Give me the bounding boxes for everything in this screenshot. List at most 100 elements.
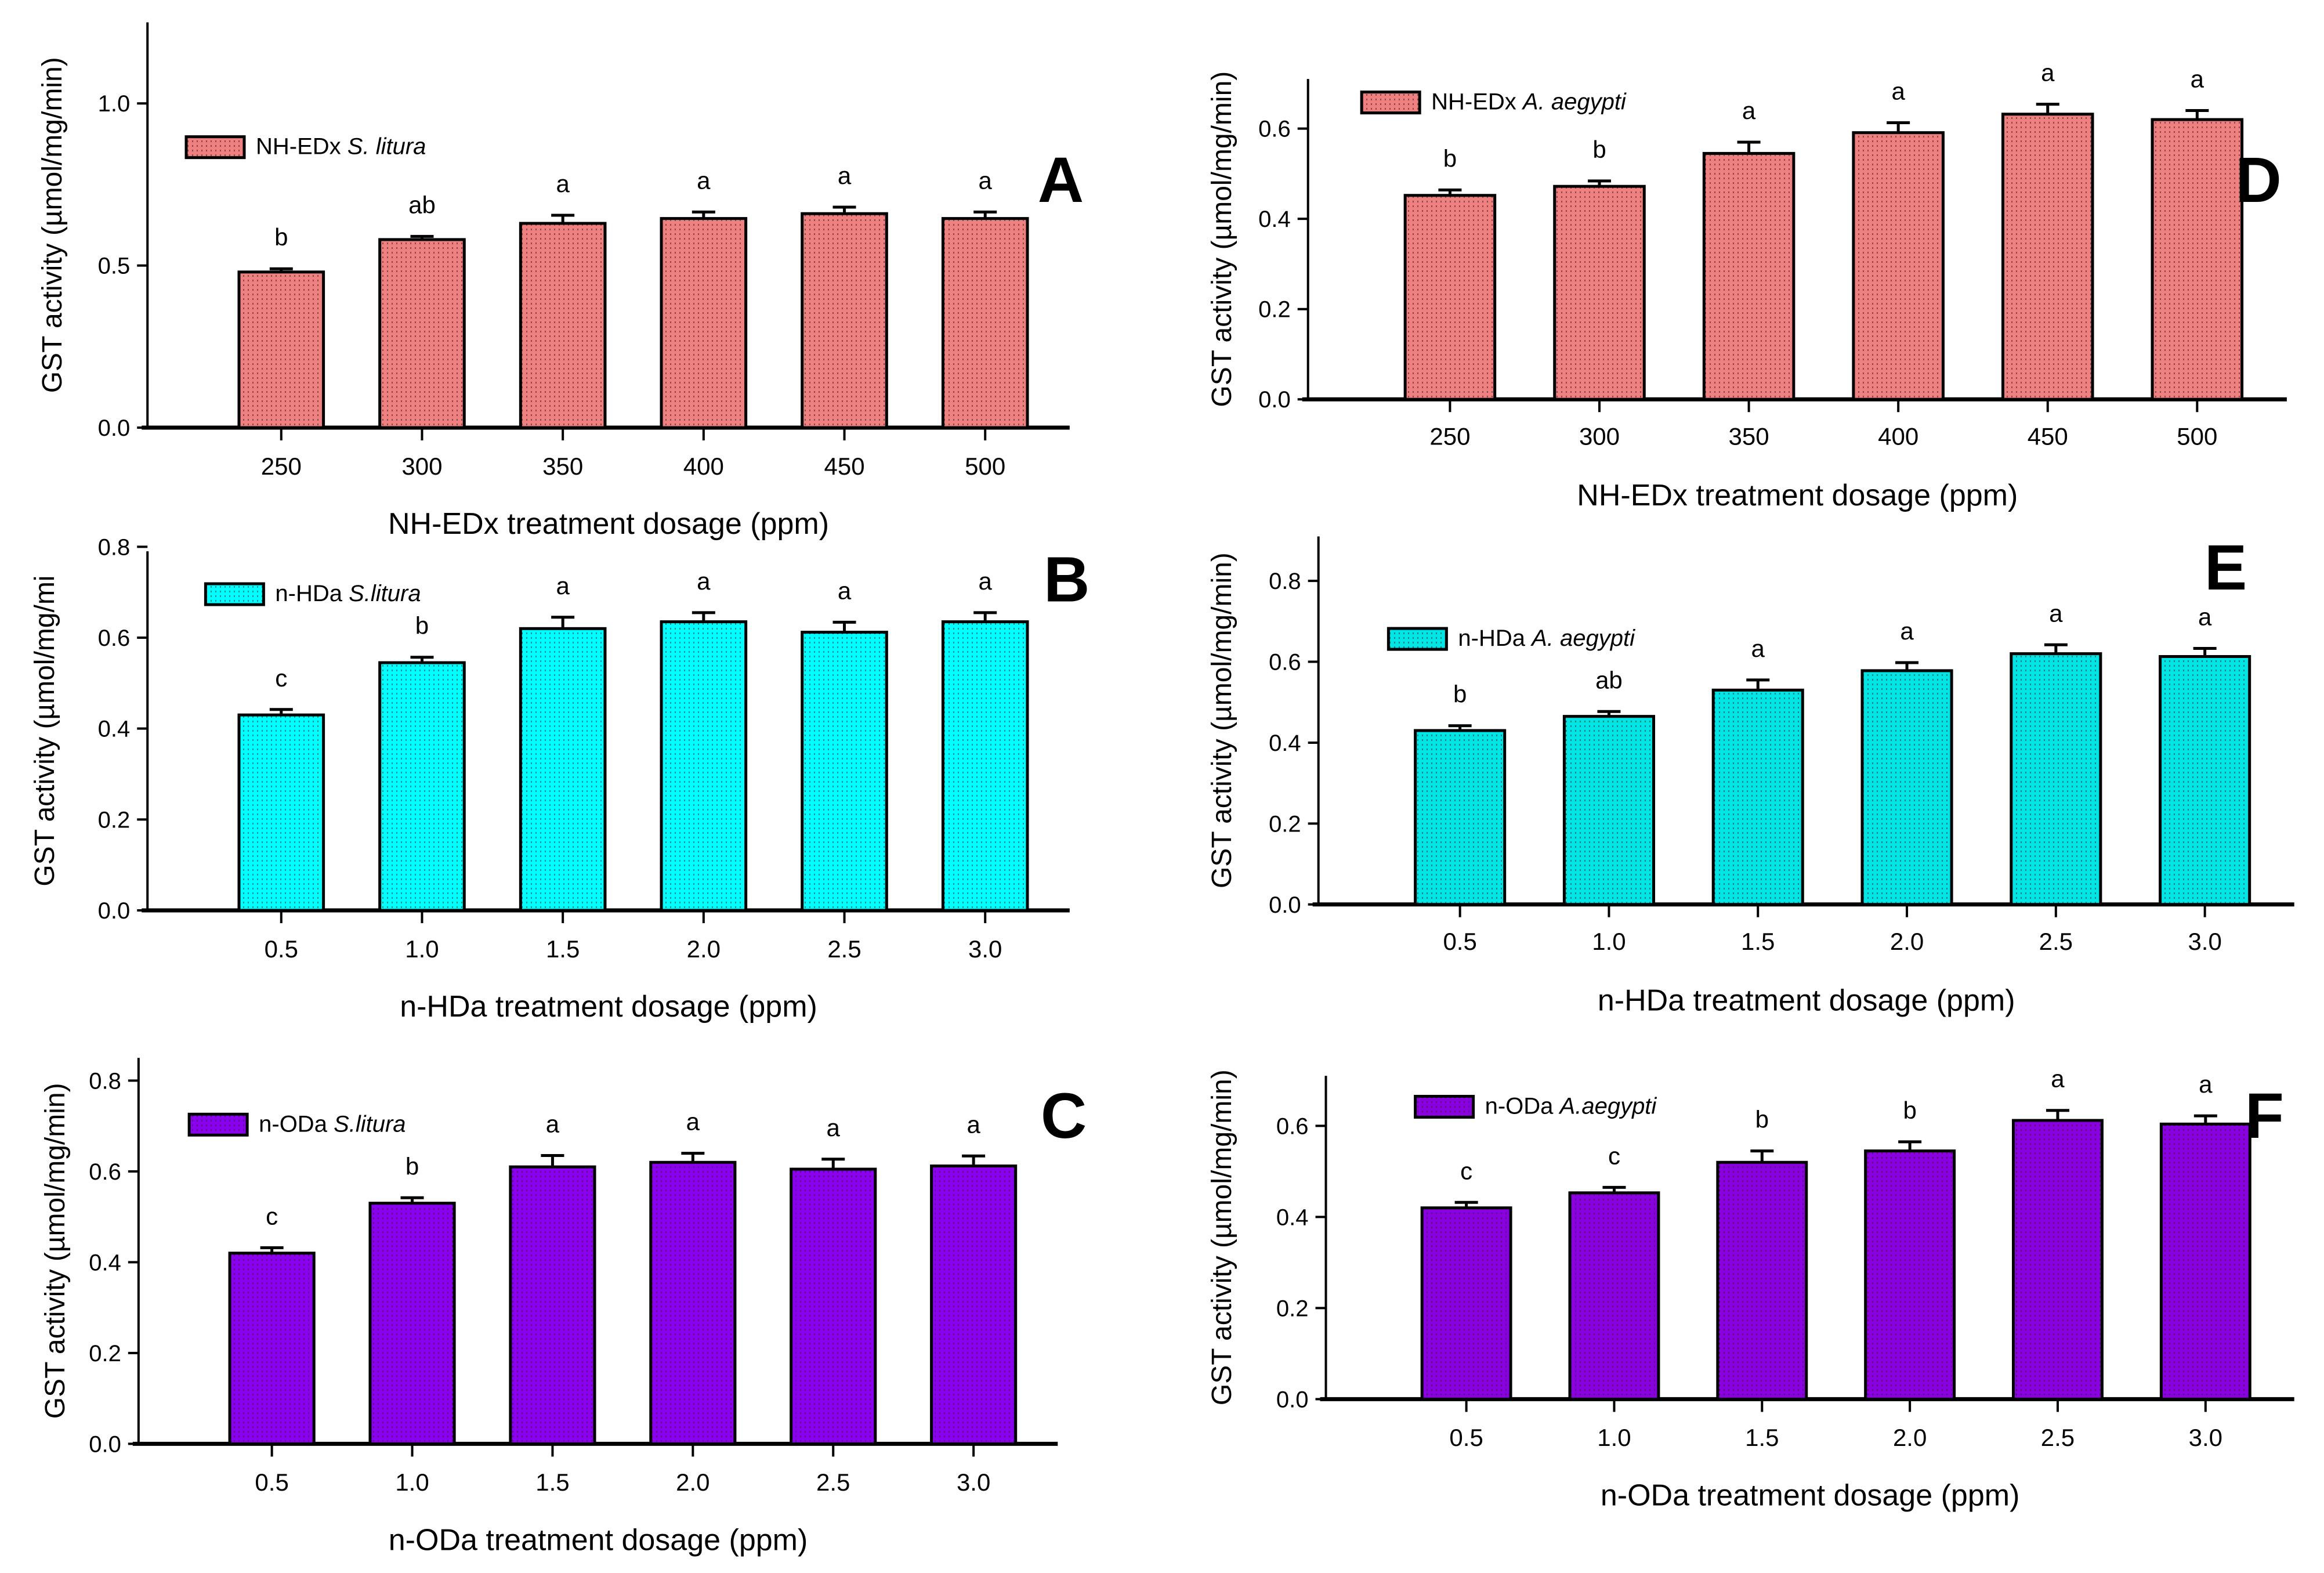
y-tick-label: 1.0 (98, 91, 131, 117)
x-tick-label: 3.0 (968, 935, 1002, 963)
x-tick-label: 1.0 (405, 935, 439, 963)
significance-letter: a (2041, 59, 2055, 86)
significance-letter: ab (1595, 666, 1623, 693)
bar (801, 212, 888, 429)
significance-letter: b (1443, 144, 1457, 172)
y-tick-label: 0.4 (1258, 207, 1291, 232)
significance-letter: a (979, 167, 993, 194)
y-tick-label: 0.8 (1269, 569, 1301, 594)
panel-label: A (1038, 144, 1084, 216)
bar (1562, 715, 1655, 906)
legend-label: n-HDa S.litura (275, 581, 421, 606)
x-tick-label: 500 (965, 453, 1005, 480)
x-tick-label: 350 (1729, 422, 1769, 450)
significance-letter: a (1900, 617, 1914, 645)
panel-label: C (1041, 1080, 1087, 1152)
bar (2159, 1122, 2251, 1401)
x-axis-label: NH-EDx treatment dosage (ppm) (388, 507, 829, 541)
bar (1716, 1160, 1808, 1401)
x-tick-label: 250 (261, 453, 302, 480)
significance-letter: a (697, 167, 711, 194)
significance-letter: a (838, 577, 852, 604)
x-tick-label: 2.0 (1890, 928, 1924, 955)
x-tick-label: 400 (1878, 422, 1918, 450)
bar (1860, 669, 1953, 906)
x-tick-label: 2.5 (2039, 928, 2073, 955)
panel-A: 0.0 0.5 1.0 b 250 ab 300 a 350 a 400 a 450 a 500 NH-EDx… (37, 22, 1084, 541)
bar (378, 238, 466, 429)
significance-letter: ab (408, 191, 436, 218)
bar (1568, 1191, 1660, 1401)
significance-letter: b (1903, 1097, 1916, 1124)
legend-swatch (1387, 627, 1448, 651)
significance-letter: a (686, 1108, 700, 1136)
bar (660, 217, 748, 429)
x-tick-label: 350 (542, 453, 583, 480)
x-axis-label: n-ODa treatment dosage (ppm) (389, 1523, 808, 1557)
y-tick-label: 0.4 (89, 1250, 121, 1275)
legend-label: NH-EDx A. aegypti (1431, 89, 1627, 115)
panel-E: 0.0 0.2 0.4 0.6 0.8 b 0.5 ab 1.0 a 1.5 a 2.0 a 2.5 a 3.0… (1207, 532, 2294, 1018)
x-tick-label: 500 (2177, 422, 2217, 450)
x-tick-label: 3.0 (2188, 928, 2221, 955)
significance-letter: a (1751, 635, 1765, 662)
x-tick-label: 2.0 (676, 1469, 709, 1496)
y-tick-label: 0.6 (1269, 650, 1301, 675)
bar (1852, 131, 1945, 401)
panel-label: E (2204, 532, 2247, 603)
bar (228, 1252, 316, 1445)
bar (237, 270, 325, 429)
x-tick-label: 300 (401, 453, 442, 480)
x-tick-label: 0.5 (1449, 1424, 1483, 1451)
bar (790, 1167, 877, 1445)
y-tick-label: 0.0 (1258, 387, 1291, 413)
bar (649, 1160, 737, 1445)
panel-label: B (1044, 544, 1089, 615)
significance-letter: c (266, 1202, 278, 1230)
significance-letter: b (1453, 681, 1467, 708)
x-tick-label: 400 (683, 453, 724, 480)
panel-B: 0.0 0.2 0.4 0.6 0.8 c 0.5 b 1.0 a 1.5 a 2.0 a 2.5 a 3.0 n… (30, 534, 1089, 1024)
x-axis-label: n-ODa treatment dosage (ppm) (1601, 1478, 2020, 1512)
x-tick-label: 450 (2028, 422, 2068, 450)
x-axis-label: n-HDa treatment dosage (ppm) (400, 990, 817, 1024)
legend-swatch (1414, 1094, 1475, 1119)
significance-letter: a (697, 567, 711, 595)
significance-letter: b (274, 223, 288, 251)
x-axis-label: NH-EDx treatment dosage (ppm) (1577, 479, 2018, 512)
significance-letter: a (838, 162, 852, 189)
bar (1553, 185, 1646, 401)
significance-letter: a (546, 1111, 560, 1138)
y-tick-label: 0.8 (89, 1068, 121, 1094)
bar (941, 620, 1029, 912)
y-tick-label: 0.4 (1269, 731, 1301, 756)
x-tick-label: 1.5 (1741, 928, 1775, 955)
bar (801, 631, 888, 912)
bar (2151, 118, 2244, 401)
y-tick-label: 0.0 (98, 898, 131, 924)
y-tick-label: 0.0 (1269, 892, 1301, 918)
y-axis-label: GST activity (µmol/mg/mi (30, 576, 60, 887)
x-tick-label: 2.0 (687, 935, 721, 963)
legend-swatch (187, 1112, 249, 1137)
panel-label: D (2235, 144, 2281, 216)
significance-letter: a (2049, 599, 2063, 627)
x-tick-label: 3.0 (2189, 1424, 2222, 1451)
x-tick-label: 450 (824, 453, 864, 480)
bar (519, 222, 607, 429)
y-tick-label: 0.2 (1269, 811, 1301, 837)
x-tick-label: 1.0 (1597, 1424, 1631, 1451)
x-tick-label: 1.5 (546, 935, 580, 963)
bar (930, 1165, 1018, 1445)
x-tick-label: 0.5 (1443, 928, 1476, 955)
y-tick-label: 0.0 (89, 1431, 121, 1457)
bar (1403, 194, 1497, 401)
bar (1414, 729, 1507, 906)
x-tick-label: 0.5 (265, 935, 298, 963)
bar (1864, 1149, 1956, 1401)
significance-letter: a (2051, 1065, 2065, 1093)
y-tick-label: 0.2 (89, 1341, 121, 1366)
legend-label: n-ODa A.aegypti (1485, 1093, 1657, 1119)
significance-letter: c (1608, 1142, 1620, 1169)
